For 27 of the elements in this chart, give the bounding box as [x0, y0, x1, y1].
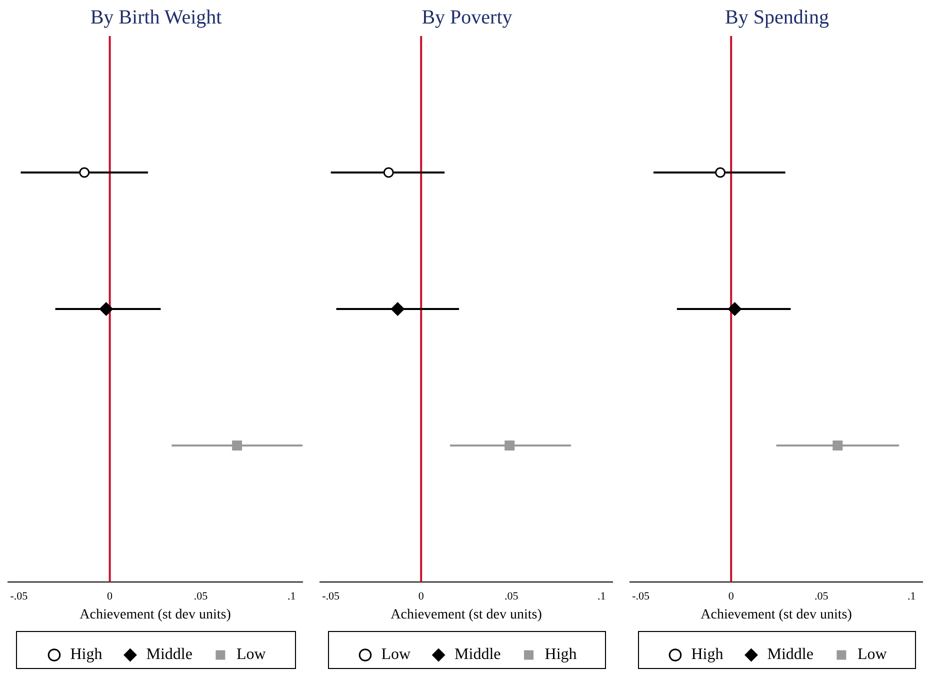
legend-label: High	[70, 646, 102, 664]
x-tick-label: .05	[194, 590, 208, 602]
legend-label: Middle	[454, 646, 501, 664]
x-tick-label: 0	[107, 590, 114, 602]
legend-label: Low	[381, 646, 411, 664]
chart-title: By Birth Weight	[90, 6, 222, 28]
x-tick-label: -.05	[632, 590, 650, 602]
legend-label: High	[691, 646, 724, 664]
x-axis-title: Achievement (st dev units)	[700, 607, 852, 622]
legend-label: Low	[857, 646, 888, 664]
x-axis-title: Achievement (st dev units)	[390, 607, 542, 622]
x-tick-label: .1	[908, 590, 916, 602]
chart-title: By Poverty	[422, 6, 512, 28]
x-tick-label: .1	[598, 590, 606, 602]
x-tick-label: 0	[728, 590, 734, 602]
legend-label: Middle	[146, 646, 192, 664]
legend-label: High	[544, 646, 577, 664]
x-tick-label: .05	[504, 590, 519, 602]
legend-label: Low	[236, 646, 266, 664]
x-tick-label: .05	[814, 590, 829, 602]
legend-label: Middle	[767, 646, 814, 664]
x-tick-label: 0	[418, 590, 424, 602]
x-axis-title: Achievement (st dev units)	[80, 607, 232, 622]
chart-title: By Spending	[725, 6, 829, 28]
x-tick-label: .1	[287, 590, 296, 602]
x-tick-label: -.05	[322, 590, 340, 602]
x-tick-label: -.05	[10, 590, 28, 602]
